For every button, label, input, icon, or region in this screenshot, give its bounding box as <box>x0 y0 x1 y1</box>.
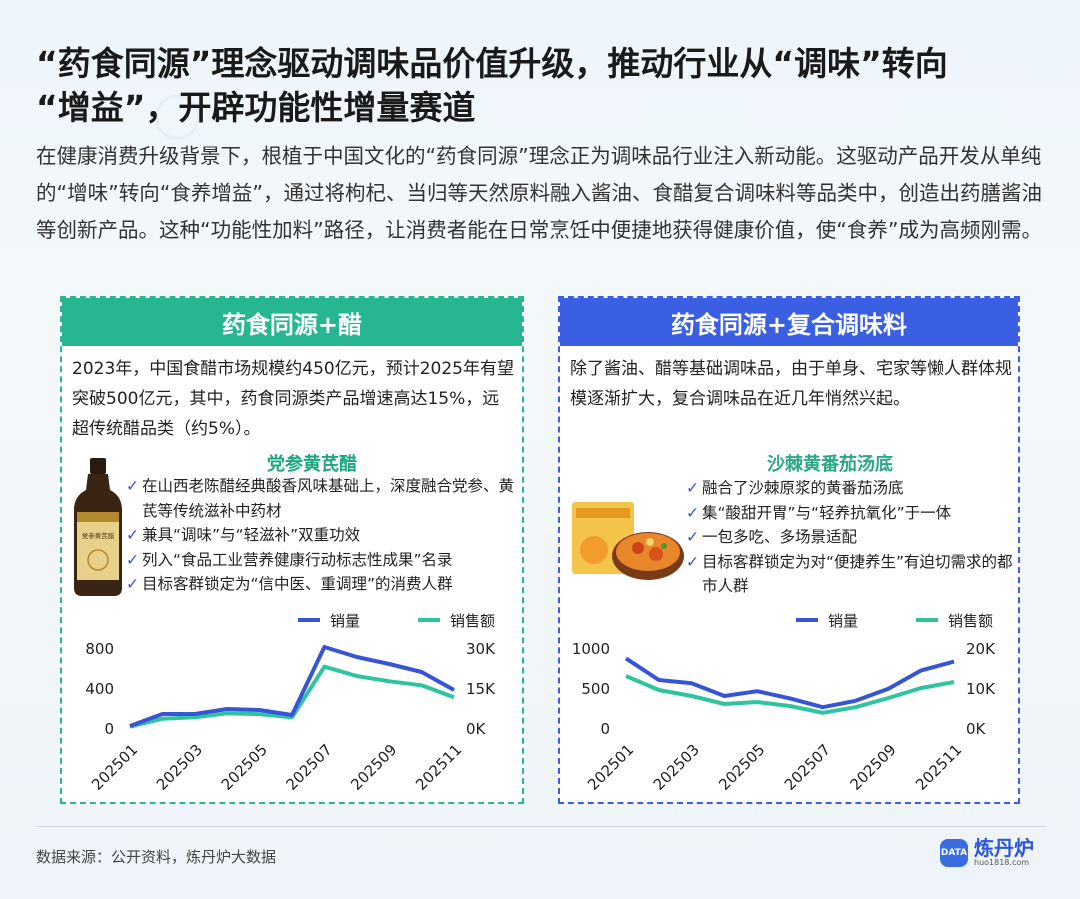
x-tick-label: 202511 <box>412 741 465 794</box>
x-tick-label: 202507 <box>282 741 335 794</box>
x-tick-label: 202503 <box>650 741 703 794</box>
title-line-1: “药食同源”理念驱动调味品价值升级，推动行业从“调味”转向 <box>36 44 948 83</box>
panel-compound-header: 药食同源+复合调味料 <box>560 298 1018 346</box>
bullet-item: 目标客群锁定为“信中医、重调理”的消费人群 <box>126 572 518 597</box>
y-left-tick-label: 800 <box>85 640 114 658</box>
x-tick-label: 202505 <box>715 741 768 794</box>
x-tick-label: 202511 <box>912 741 965 794</box>
vinegar-bullets: 在山西老陈醋经典酸香风味基础上，深度融合党参、黄芪等传统滋补中药材 兼具“调味”… <box>126 474 518 597</box>
y-left-tick-label: 0 <box>600 720 610 738</box>
vinegar-bottle-image: 党参黄芪醋 <box>74 458 122 596</box>
logo-badge-icon: DATA <box>940 838 968 867</box>
bullet-item: 兼具“调味”与“轻滋补”双重功效 <box>126 523 518 548</box>
soup-product-name: 沙棘黄番茄汤底 <box>767 454 893 475</box>
x-tick-label: 202509 <box>846 741 899 794</box>
legend-label: 销售额 <box>450 612 495 630</box>
intro-paragraph: 在健康消费升级背景下，根植于中国文化的“药食同源”理念正为调味品行业注入新动能。… <box>36 144 1042 242</box>
y-right-tick-label: 15K <box>466 680 496 698</box>
series-line-销量 <box>129 645 455 728</box>
y-right-tick-label: 10K <box>966 680 996 698</box>
logo-name: 炼丹炉 <box>974 836 1034 860</box>
bullet-item: 一包多吃、多场景适配 <box>686 525 1016 550</box>
panel-compound-desc: 除了酱油、醋等基础调味品，由于单身、宅家等懒人群体规模逐渐扩大，复合调味品在近几… <box>570 359 1012 409</box>
panel-vinegar: 药食同源+醋 2023年，中国食醋市场规模约450亿元，预计2025年有望突破5… <box>60 296 524 804</box>
soup-base-image <box>572 502 684 580</box>
y-left-tick-label: 500 <box>581 680 610 698</box>
brand-logo: DATA 炼丹炉 huo1818.com <box>940 838 1034 867</box>
bullet-item: 集“酸甜开胃”与“轻养抗氧化”于一体 <box>686 501 1016 526</box>
series-line-销量 <box>624 656 955 710</box>
panel-vinegar-desc: 2023年，中国食醋市场规模约450亿元，预计2025年有望突破500亿元，其中… <box>72 359 514 439</box>
panel-compound-seasoning: 药食同源+复合调味料 除了酱油、醋等基础调味品，由于单身、宅家等懒人群体规模逐渐… <box>558 296 1020 804</box>
x-tick-label: 202509 <box>347 741 400 794</box>
logo-url: huo1818.com <box>974 858 1030 867</box>
legend-label: 销量 <box>330 612 360 630</box>
legend-label: 销量 <box>828 612 858 630</box>
vinegar-product-name: 党参黄芪醋 <box>267 454 357 475</box>
data-source: 数据来源：公开资料，炼丹炉大数据 <box>36 848 277 866</box>
y-left-tick-label: 1000 <box>572 640 610 658</box>
title-line-2: “增益”，开辟功能性增量赛道 <box>36 88 476 127</box>
x-tick-label: 202507 <box>781 741 834 794</box>
bottle-label: 党参黄芪醋 <box>82 531 115 540</box>
bullet-item: 目标客群锁定为对“便捷养生”有迫切需求的都市人群 <box>686 550 1016 599</box>
y-right-tick-label: 0K <box>966 720 987 738</box>
x-tick-label: 202501 <box>88 741 141 794</box>
panel-vinegar-header: 药食同源+醋 <box>62 298 522 346</box>
x-tick-label: 202501 <box>584 741 637 794</box>
bullet-item: 列入“食品工业营养健康行动标志性成果”名录 <box>126 548 518 573</box>
page-title: “药食同源”理念驱动调味品价值升级，推动行业从“调味”转向 “增益”，开辟功能性… <box>36 42 1046 130</box>
y-right-tick-label: 0K <box>466 720 487 738</box>
series-line-销售额 <box>129 664 455 729</box>
bullet-item: 在山西老陈醋经典酸香风味基础上，深度融合党参、黄芪等传统滋补中药材 <box>126 474 518 523</box>
bullet-item: 融合了沙棘原浆的黄番茄汤底 <box>686 476 1016 501</box>
soup-bullets: 融合了沙棘原浆的黄番茄汤底 集“酸甜开胃”与“轻养抗氧化”于一体 一包多吃、多场… <box>686 476 1016 599</box>
y-right-tick-label: 30K <box>466 640 496 658</box>
y-left-tick-label: 0 <box>104 720 114 738</box>
legend-label: 销售额 <box>948 612 993 630</box>
footer-divider <box>36 826 1046 827</box>
y-left-tick-label: 400 <box>85 680 114 698</box>
y-right-tick-label: 20K <box>966 640 996 658</box>
x-tick-label: 202505 <box>218 741 271 794</box>
x-tick-label: 202503 <box>153 741 206 794</box>
